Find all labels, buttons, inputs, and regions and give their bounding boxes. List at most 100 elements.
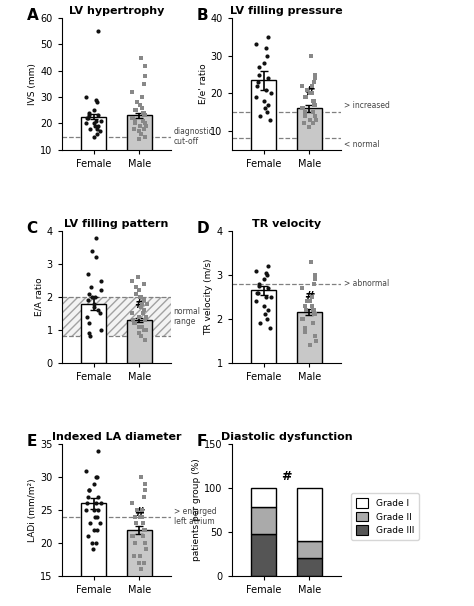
Point xyxy=(94,111,101,121)
Point xyxy=(264,73,272,83)
Point xyxy=(90,479,97,488)
Point xyxy=(141,315,148,325)
Point xyxy=(298,314,306,324)
Point xyxy=(132,518,139,528)
Point xyxy=(143,325,150,335)
Point xyxy=(310,100,318,110)
Bar xyxy=(127,116,152,176)
Point xyxy=(304,296,311,306)
Point xyxy=(252,296,260,306)
Point xyxy=(306,88,313,98)
Point xyxy=(138,103,146,113)
Point xyxy=(132,119,139,128)
Point xyxy=(140,492,148,502)
Point xyxy=(312,70,319,79)
Point xyxy=(128,87,136,97)
Point xyxy=(309,305,317,315)
Point xyxy=(300,104,307,113)
Point xyxy=(311,331,319,341)
Point xyxy=(134,98,141,107)
Point xyxy=(132,289,140,299)
Point xyxy=(310,318,317,328)
Point xyxy=(137,551,144,561)
Point xyxy=(93,124,101,133)
Point xyxy=(307,51,314,61)
Point xyxy=(255,288,262,298)
Point xyxy=(260,58,267,68)
Point xyxy=(263,107,271,117)
Point xyxy=(138,322,146,331)
Point xyxy=(94,446,101,456)
Point xyxy=(131,105,138,115)
Point xyxy=(309,292,316,302)
Legend: Grade I, Grade II, Grade III: Grade I, Grade II, Grade III xyxy=(351,493,419,539)
Point xyxy=(128,113,136,123)
Point xyxy=(140,279,147,288)
Point xyxy=(141,111,148,121)
Point xyxy=(255,279,263,288)
Point xyxy=(128,531,136,541)
Point xyxy=(263,292,270,302)
Point xyxy=(141,335,148,345)
Point xyxy=(252,39,260,49)
Point xyxy=(94,98,101,107)
Point xyxy=(310,279,318,288)
Point xyxy=(308,88,316,98)
Point xyxy=(130,318,138,328)
Point xyxy=(91,121,99,131)
Point xyxy=(262,310,269,319)
Text: > enlarged
left atrium: > enlarged left atrium xyxy=(173,507,216,526)
Bar xyxy=(81,304,106,362)
Point xyxy=(141,538,149,548)
Point xyxy=(140,295,147,305)
Point xyxy=(85,492,92,502)
Point xyxy=(139,116,147,125)
Point xyxy=(302,305,310,315)
Bar xyxy=(297,558,322,576)
Point xyxy=(138,299,146,308)
Point xyxy=(302,92,310,102)
Point xyxy=(140,108,147,118)
Point xyxy=(95,121,102,131)
Point xyxy=(132,105,139,115)
Title: LV hypertrophy: LV hypertrophy xyxy=(69,6,164,16)
Bar xyxy=(297,312,322,407)
Point xyxy=(311,275,319,284)
Point xyxy=(132,538,139,548)
Point xyxy=(90,505,98,515)
Point xyxy=(85,111,93,121)
Point xyxy=(264,270,271,280)
Point xyxy=(138,92,146,102)
Point xyxy=(85,113,92,123)
Point xyxy=(254,288,261,298)
Point xyxy=(139,531,147,541)
Text: #: # xyxy=(134,298,145,311)
Point xyxy=(256,318,264,328)
Point xyxy=(301,301,308,310)
Point xyxy=(86,328,93,338)
Point xyxy=(311,100,319,110)
Bar xyxy=(297,541,322,558)
Point xyxy=(264,32,272,42)
Text: #: # xyxy=(281,470,292,483)
Point xyxy=(129,315,137,325)
Point xyxy=(97,276,105,285)
Point xyxy=(311,73,319,83)
Point xyxy=(93,511,101,521)
Point xyxy=(136,127,143,136)
Point xyxy=(255,281,263,291)
Bar xyxy=(62,297,171,336)
Bar xyxy=(297,108,322,168)
Point xyxy=(96,127,104,136)
Point xyxy=(301,323,309,333)
Text: D: D xyxy=(197,221,209,236)
Point xyxy=(92,95,100,105)
Point xyxy=(136,558,143,567)
Point xyxy=(310,77,318,87)
Point xyxy=(312,115,320,124)
Point xyxy=(298,284,306,293)
Point xyxy=(82,92,90,102)
Point xyxy=(128,499,136,508)
Point xyxy=(94,472,101,482)
Text: > abnormal: > abnormal xyxy=(344,279,389,288)
